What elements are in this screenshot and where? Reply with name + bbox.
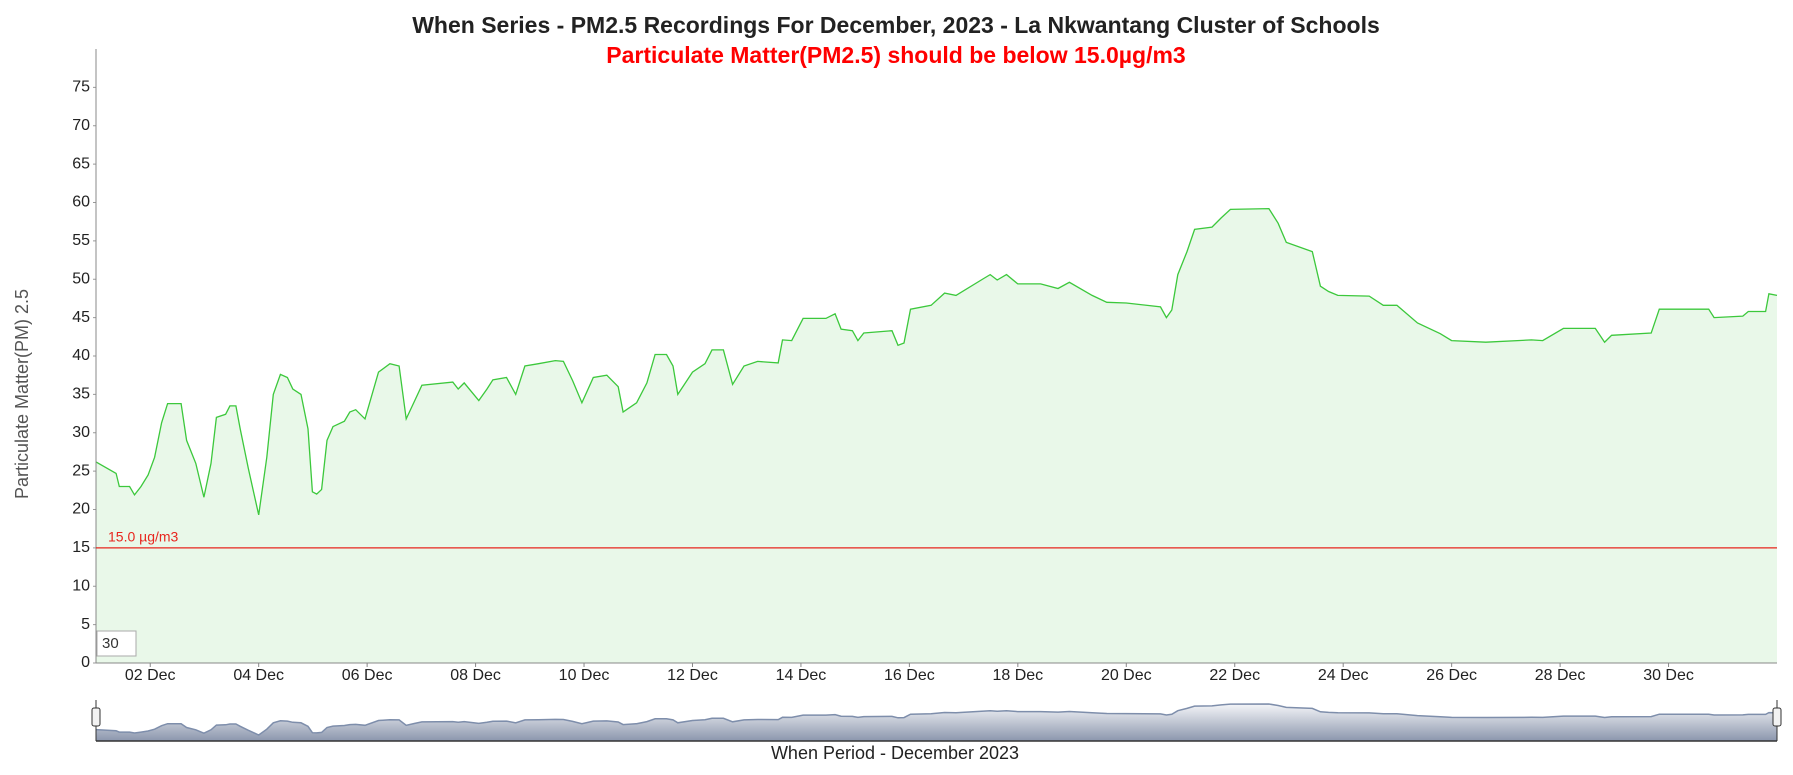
y-tick-label: 45 (72, 309, 90, 326)
navigator-handle[interactable] (91, 707, 101, 727)
y-tick-label: 5 (81, 616, 90, 633)
y-tick-label: 60 (72, 194, 90, 211)
x-tick-label: 26 Dec (1426, 667, 1477, 684)
chart-title: When Series - PM2.5 Recordings For Decem… (412, 12, 1380, 38)
y-tick-label: 70 (72, 117, 90, 134)
x-tick-label: 14 Dec (776, 667, 827, 684)
y-tick-label: 20 (72, 501, 90, 518)
x-tick-label: 16 Dec (884, 667, 935, 684)
x-tick-label: 08 Dec (450, 667, 501, 684)
y-tick-label: 10 (72, 577, 90, 594)
y-tick-label: 35 (72, 386, 90, 403)
x-tick-label: 06 Dec (342, 667, 393, 684)
navigator-line (95, 703, 1778, 736)
threshold-label: 15.0 µg/m3 (108, 529, 179, 545)
chart-subtitle: Particulate Matter(PM2.5) should be belo… (606, 42, 1185, 68)
navigator-handle[interactable] (1772, 707, 1782, 727)
y-tick-label: 15 (72, 539, 90, 556)
y-tick-label: 65 (72, 155, 90, 172)
y-tick-label: 55 (72, 232, 90, 249)
y-axis-label: Particulate Matter(PM) 2.5 (12, 289, 32, 499)
y-tick-label: 40 (72, 347, 90, 364)
x-tick-label: 20 Dec (1101, 667, 1152, 684)
x-tick-label: 24 Dec (1318, 667, 1369, 684)
x-axis-label: When Period - December 2023 (771, 743, 1019, 763)
x-tick-label: 30 Dec (1643, 667, 1694, 684)
navigator-area (96, 704, 1777, 741)
range-input-box (96, 630, 137, 657)
x-tick-label: 12 Dec (667, 667, 718, 684)
y-tick-label: 25 (72, 462, 90, 479)
x-tick-label: 02 Dec (125, 667, 176, 684)
x-tick-label: 10 Dec (559, 667, 610, 684)
x-tick-label: 04 Dec (233, 667, 284, 684)
y-tick-label: 50 (72, 270, 90, 287)
x-tick-label: 18 Dec (992, 667, 1043, 684)
range-input: 30 (102, 635, 119, 652)
y-tick-label: 30 (72, 424, 90, 441)
y-tick-label: 0 (81, 654, 90, 671)
x-tick-label: 28 Dec (1535, 667, 1586, 684)
pm25-line (95, 207, 1778, 516)
y-tick-label: 75 (72, 79, 90, 96)
area-fill (96, 208, 1777, 663)
x-tick-label: 22 Dec (1209, 667, 1260, 684)
